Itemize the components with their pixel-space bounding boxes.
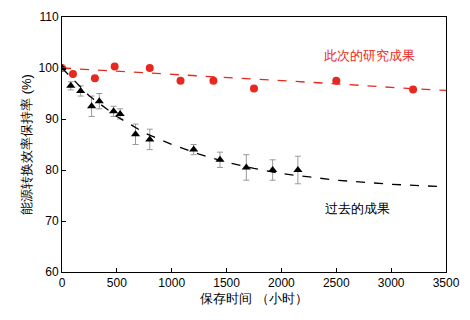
svg-text:能源转换效率保持率 (%): 能源转换效率保持率 (%) bbox=[19, 74, 34, 215]
svg-text:110: 110 bbox=[39, 10, 58, 24]
svg-text:70: 70 bbox=[45, 214, 59, 228]
svg-text:过去的成果: 过去的成果 bbox=[325, 201, 390, 216]
svg-text:0: 0 bbox=[59, 276, 66, 290]
svg-text:80: 80 bbox=[45, 163, 59, 177]
svg-text:2000: 2000 bbox=[268, 276, 295, 290]
svg-text:3000: 3000 bbox=[378, 276, 405, 290]
svg-text:60: 60 bbox=[45, 265, 59, 279]
svg-text:1000: 1000 bbox=[158, 276, 185, 290]
svg-text:100: 100 bbox=[39, 61, 59, 75]
svg-text:此次的研究成果: 此次的研究成果 bbox=[324, 48, 415, 63]
svg-text:90: 90 bbox=[45, 112, 59, 126]
svg-text:保存时间 （小时）: 保存时间 （小时） bbox=[200, 291, 308, 306]
svg-text:3500: 3500 bbox=[433, 276, 460, 290]
svg-text:1500: 1500 bbox=[213, 276, 240, 290]
svg-text:2500: 2500 bbox=[323, 276, 350, 290]
svg-text:500: 500 bbox=[107, 276, 127, 290]
